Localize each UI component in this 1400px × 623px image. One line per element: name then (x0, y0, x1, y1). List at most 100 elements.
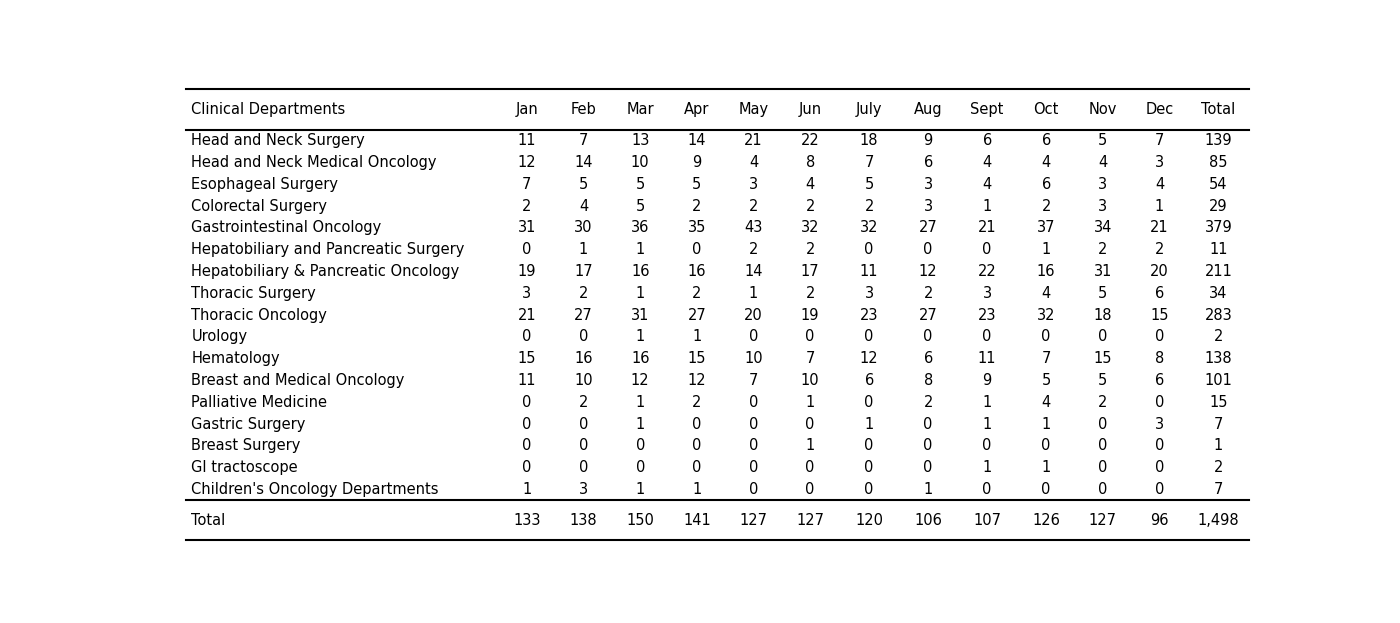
Text: 3: 3 (1098, 199, 1107, 214)
Text: 8: 8 (924, 373, 932, 388)
Text: 27: 27 (687, 308, 706, 323)
Text: 5: 5 (1042, 373, 1051, 388)
Text: Clinical Departments: Clinical Departments (192, 102, 346, 117)
Text: 11: 11 (518, 133, 536, 148)
Text: 2: 2 (924, 286, 932, 301)
Text: 0: 0 (636, 460, 645, 475)
Text: 6: 6 (1042, 133, 1051, 148)
Text: 379: 379 (1204, 221, 1232, 235)
Text: 14: 14 (745, 264, 763, 279)
Text: 19: 19 (801, 308, 819, 323)
Text: 3: 3 (522, 286, 532, 301)
Text: 9: 9 (983, 373, 991, 388)
Text: 96: 96 (1151, 513, 1169, 528)
Text: 7: 7 (805, 351, 815, 366)
Text: 138: 138 (1204, 351, 1232, 366)
Text: 0: 0 (924, 330, 932, 345)
Text: 34: 34 (1210, 286, 1228, 301)
Text: 0: 0 (522, 330, 532, 345)
Text: Jun: Jun (798, 102, 822, 117)
Text: 6: 6 (865, 373, 874, 388)
Text: 0: 0 (864, 330, 874, 345)
Text: Breast Surgery: Breast Surgery (192, 439, 301, 454)
Text: 0: 0 (692, 242, 701, 257)
Text: 1: 1 (692, 330, 701, 345)
Text: Dec: Dec (1145, 102, 1173, 117)
Text: 7: 7 (864, 155, 874, 170)
Text: 3: 3 (924, 199, 932, 214)
Text: 2: 2 (805, 286, 815, 301)
Text: 0: 0 (924, 439, 932, 454)
Text: 27: 27 (918, 308, 938, 323)
Text: 2: 2 (749, 199, 759, 214)
Text: 3: 3 (749, 177, 757, 192)
Text: 3: 3 (580, 482, 588, 497)
Text: 4: 4 (1155, 177, 1163, 192)
Text: 1: 1 (983, 460, 991, 475)
Text: 0: 0 (1098, 482, 1107, 497)
Text: 0: 0 (1155, 330, 1165, 345)
Text: 0: 0 (578, 330, 588, 345)
Text: 16: 16 (631, 351, 650, 366)
Text: 2: 2 (805, 242, 815, 257)
Text: 0: 0 (1098, 417, 1107, 432)
Text: 1: 1 (983, 417, 991, 432)
Text: Breast and Medical Oncology: Breast and Medical Oncology (192, 373, 405, 388)
Text: 17: 17 (574, 264, 592, 279)
Text: 101: 101 (1204, 373, 1232, 388)
Text: Thoracic Surgery: Thoracic Surgery (192, 286, 316, 301)
Text: 1: 1 (1042, 242, 1051, 257)
Text: 7: 7 (1214, 482, 1224, 497)
Text: 14: 14 (687, 133, 706, 148)
Text: 22: 22 (801, 133, 819, 148)
Text: 23: 23 (979, 308, 997, 323)
Text: 0: 0 (924, 460, 932, 475)
Text: 1: 1 (983, 395, 991, 410)
Text: 0: 0 (983, 242, 991, 257)
Text: 0: 0 (749, 460, 759, 475)
Text: 2: 2 (692, 286, 701, 301)
Text: GI tractoscope: GI tractoscope (192, 460, 298, 475)
Text: 133: 133 (514, 513, 540, 528)
Text: 1: 1 (636, 482, 645, 497)
Text: 0: 0 (749, 482, 759, 497)
Text: 43: 43 (745, 221, 763, 235)
Text: 19: 19 (518, 264, 536, 279)
Text: Hepatobiliary and Pancreatic Surgery: Hepatobiliary and Pancreatic Surgery (192, 242, 465, 257)
Text: 0: 0 (749, 439, 759, 454)
Text: 107: 107 (973, 513, 1001, 528)
Text: 1: 1 (1214, 439, 1224, 454)
Text: 0: 0 (692, 417, 701, 432)
Text: Total: Total (192, 513, 225, 528)
Text: 0: 0 (864, 395, 874, 410)
Text: 0: 0 (864, 242, 874, 257)
Text: 2: 2 (578, 286, 588, 301)
Text: 7: 7 (578, 133, 588, 148)
Text: 29: 29 (1210, 199, 1228, 214)
Text: 6: 6 (1155, 286, 1163, 301)
Text: Gastric Surgery: Gastric Surgery (192, 417, 305, 432)
Text: Thoracic Oncology: Thoracic Oncology (192, 308, 328, 323)
Text: 1: 1 (636, 242, 645, 257)
Text: 7: 7 (1214, 417, 1224, 432)
Text: 0: 0 (805, 482, 815, 497)
Text: 3: 3 (983, 286, 991, 301)
Text: 4: 4 (983, 155, 991, 170)
Text: 8: 8 (1155, 351, 1163, 366)
Text: 4: 4 (580, 199, 588, 214)
Text: 17: 17 (801, 264, 819, 279)
Text: 20: 20 (745, 308, 763, 323)
Text: 0: 0 (522, 417, 532, 432)
Text: 5: 5 (865, 177, 874, 192)
Text: 3: 3 (1155, 417, 1163, 432)
Text: 6: 6 (983, 133, 991, 148)
Text: 2: 2 (1214, 460, 1224, 475)
Text: 3: 3 (1155, 155, 1163, 170)
Text: 31: 31 (631, 308, 650, 323)
Text: 1: 1 (636, 330, 645, 345)
Text: 10: 10 (801, 373, 819, 388)
Text: Sept: Sept (970, 102, 1004, 117)
Text: 1: 1 (1155, 199, 1163, 214)
Text: 2: 2 (1042, 199, 1051, 214)
Text: 2: 2 (578, 395, 588, 410)
